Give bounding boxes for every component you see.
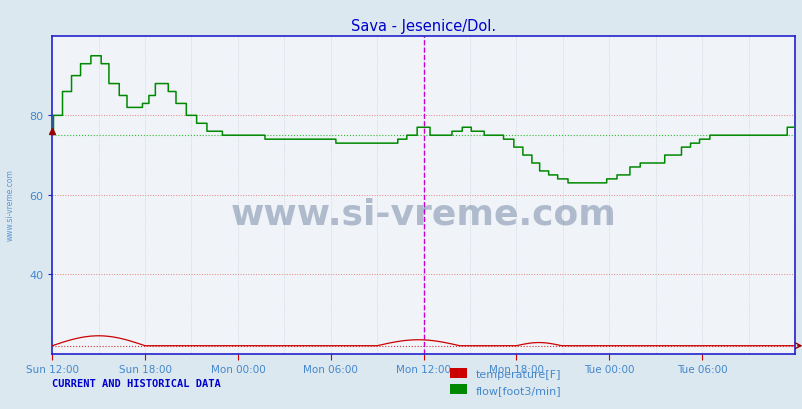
Legend: temperature[F], flow[foot3/min]: temperature[F], flow[foot3/min] — [445, 364, 565, 399]
Text: www.si-vreme.com: www.si-vreme.com — [6, 169, 14, 240]
Text: www.si-vreme.com: www.si-vreme.com — [230, 198, 616, 231]
Title: Sava - Jesenice/Dol.: Sava - Jesenice/Dol. — [350, 19, 496, 34]
Text: CURRENT AND HISTORICAL DATA: CURRENT AND HISTORICAL DATA — [52, 378, 221, 389]
